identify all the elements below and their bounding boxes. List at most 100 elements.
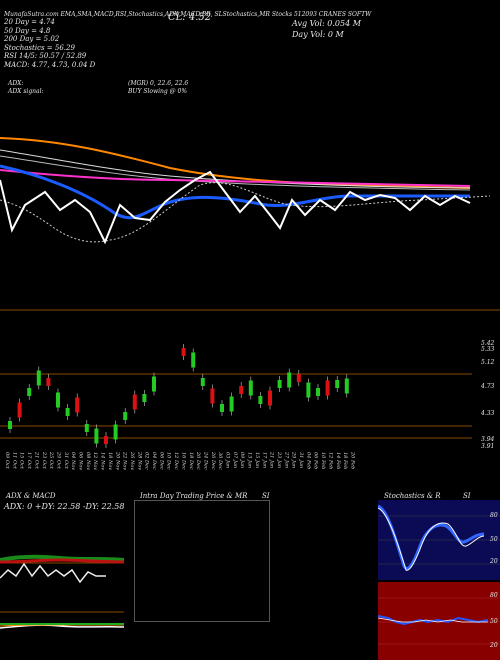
rsi-axis-20: 20 (490, 642, 498, 649)
candle (296, 374, 301, 382)
price-line (0, 170, 471, 245)
candle (56, 392, 60, 408)
indicator-summary: 20 Day = 4.74 50 Day = 4.8 200 Day = 5.0… (4, 18, 124, 69)
candle (75, 397, 80, 413)
date-tick-label: 31 Oct (63, 452, 69, 470)
date-tick-label: 22 Nov (122, 451, 128, 470)
date-tick-label: 08 Nov (85, 452, 91, 470)
date-tick-label: 12 Dec (173, 452, 179, 470)
date-tick-label: 18 Dec (188, 452, 194, 470)
candle (123, 412, 128, 420)
main-chart: 09 Oct 11 Oct 15 Oct 17 Oct 21 Oct 23 Oct 25 O… (0, 137, 500, 470)
rsi-chart (378, 597, 500, 645)
candle (220, 404, 224, 412)
date-tick-label: 11 Oct (11, 452, 17, 470)
candle (181, 348, 186, 356)
ema200-line (0, 137, 471, 189)
date-tick-label: 10 Feb (320, 452, 326, 469)
adx-macd-title: ADX & MACD (6, 492, 56, 500)
candle (325, 380, 330, 396)
date-tick-label: 16 Dec (180, 452, 186, 470)
price-tick-6: 3.94 (481, 436, 495, 443)
day-volume: Day Vol: 0 M (292, 30, 344, 39)
date-tick-label: 17 Oct (26, 452, 32, 470)
stoch-d-line (378, 507, 485, 571)
candle (132, 394, 137, 410)
date-tick-label: 20 Dec (195, 451, 201, 470)
rsi-line (378, 615, 489, 626)
date-tick-label: 26 Dec (210, 451, 216, 470)
date-tick-label: 09 Oct (4, 452, 10, 470)
date-tick-label: 18 Nov (107, 452, 113, 470)
date-tick-label: 28 Nov (136, 451, 142, 470)
candle (268, 390, 272, 406)
macd-line (0, 624, 124, 629)
date-tick-label: 06 Dec (158, 452, 164, 470)
date-tick-label: 23 Oct (41, 451, 47, 470)
candle (316, 388, 320, 396)
date-tick-label: 18 Feb (342, 452, 348, 469)
candle (17, 402, 22, 418)
rsi-axis-80: 80 (490, 592, 498, 599)
candle (277, 380, 282, 388)
candle (94, 428, 99, 444)
intraday-panel (134, 500, 270, 622)
stochastics-si-label: SI (463, 492, 471, 500)
price-tick-3: 5.12 (481, 359, 495, 366)
price-tick-2: 5.33 (481, 346, 495, 353)
intraday-si-label: SI (262, 492, 270, 500)
adx-stats: ADX: 0 +DY: 22.58 -DY: 22.58 (4, 502, 125, 511)
candle (104, 436, 108, 444)
date-tick-label: 29 Jan (291, 451, 297, 468)
price-tick-5: 4.33 (481, 410, 495, 417)
stochastics-label: Stochastics = 56.29 (4, 43, 75, 52)
adx-minus-line (0, 558, 124, 564)
date-tick-label: 10 Dec (166, 452, 172, 470)
date-tick-label: 14 Nov (100, 452, 106, 470)
avg-volume: Avg Vol: 0.054 M (292, 19, 361, 28)
date-tick-label: 12 Feb (327, 452, 333, 469)
date-tick-label: 23 Jan (276, 451, 282, 468)
ema50-label: 50 Day = 4.8 (4, 26, 51, 35)
date-tick-label: 15 Jan (254, 452, 260, 468)
candle (152, 376, 156, 392)
adx-signal-value: BUY Slowing @ 0% (128, 88, 188, 95)
candle (191, 352, 196, 368)
candle (335, 380, 340, 388)
header-title: MunafaSutra.com EMA,SMA,MACD,RSI,Stochas… (4, 11, 372, 18)
close-price: CL: 4.52 (168, 12, 212, 23)
adx-strength-line (0, 562, 106, 584)
date-tick-label: 21 Oct (33, 451, 39, 470)
price-tick-4: 4.73 (481, 383, 495, 390)
rsi-panel: 80 50 20 (378, 582, 500, 660)
stochastics-panel: 80 50 20 (378, 500, 500, 580)
adx-signal-label: ADX signal: (8, 88, 44, 95)
candle (113, 424, 118, 440)
adx-label: ADX: (8, 80, 24, 87)
candle (287, 372, 292, 388)
ema50-line (0, 169, 471, 187)
date-tick-label: 03 Jan (225, 452, 231, 468)
rsi-axis-50: 50 (490, 618, 498, 625)
candle (248, 380, 253, 396)
candle (142, 394, 147, 402)
candlestick-series (8, 344, 349, 448)
date-axis: 09 Oct 11 Oct 15 Oct 17 Oct 21 Oct 23 Oct 25 O… (4, 451, 355, 470)
bollinger-band-line (0, 182, 491, 243)
date-tick-label: 21 Jan (269, 451, 275, 468)
date-tick-label: 14 Feb (335, 452, 341, 469)
date-tick-label: 06 Feb (313, 452, 319, 469)
candle (84, 424, 89, 432)
date-tick-label: 29 Oct (55, 451, 61, 470)
date-tick-label: 04 Nov (70, 452, 76, 470)
date-tick-label: 31 Jan (298, 452, 304, 468)
candle (200, 378, 205, 386)
stochastics-title: Stochastics & R (384, 492, 441, 500)
price-tick-1: 5.42 (481, 340, 495, 347)
stochastics-chart (378, 504, 500, 571)
stoch-axis-80: 80 (490, 512, 498, 519)
date-tick-label: 15 Oct (19, 452, 25, 470)
sma-line-1 (0, 149, 471, 189)
candle (210, 388, 215, 404)
intraday-title: Intra Day Trading Price & MR (140, 492, 248, 500)
